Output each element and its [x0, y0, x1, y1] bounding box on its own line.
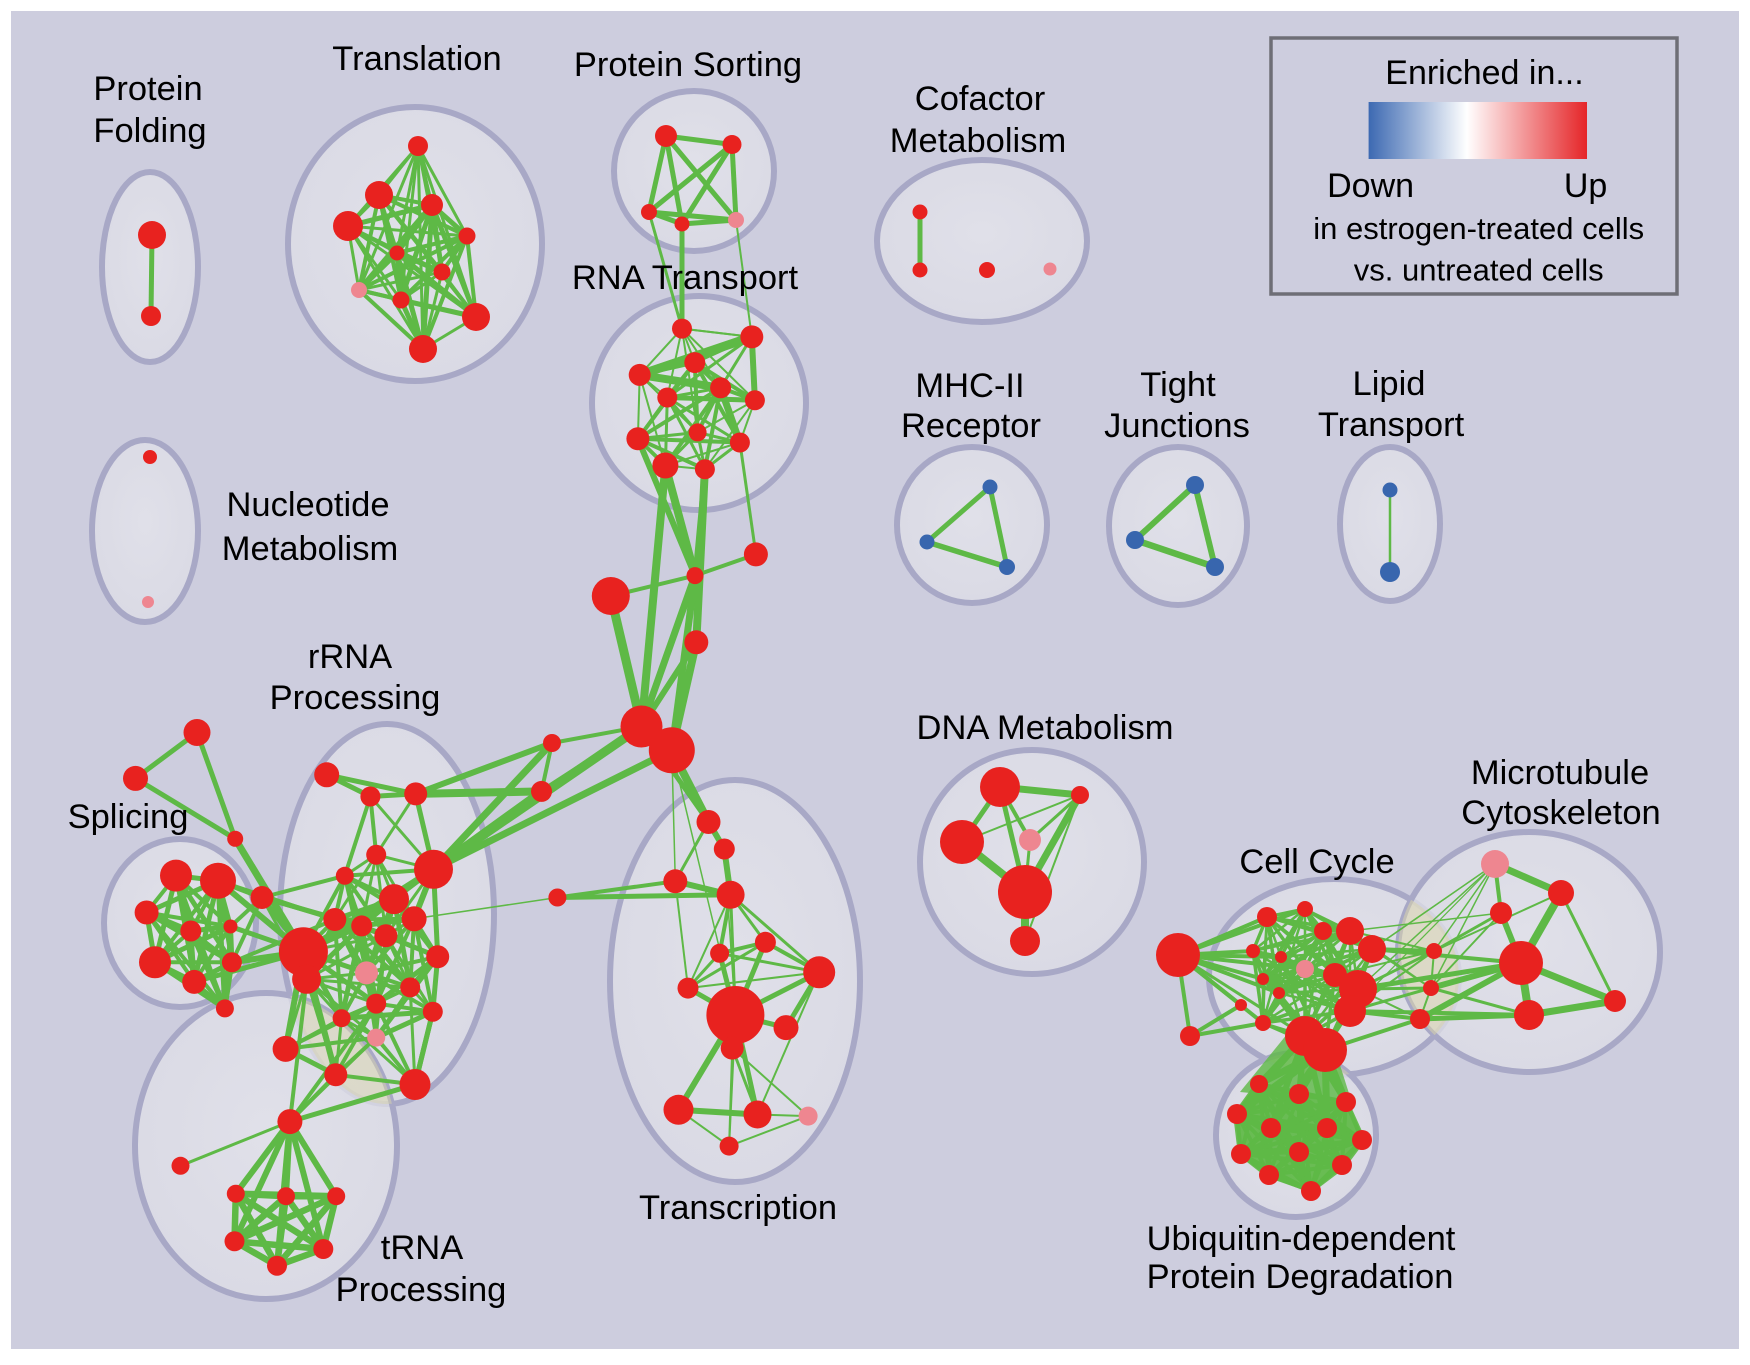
svg-text:Splicing: Splicing	[68, 798, 189, 836]
svg-text:Enriched in...: Enriched in...	[1385, 54, 1583, 92]
svg-text:Metabolism: Metabolism	[890, 122, 1066, 160]
svg-text:Cofactor: Cofactor	[915, 80, 1045, 118]
svg-text:Transcription: Transcription	[639, 1189, 837, 1227]
svg-text:Protein: Protein	[93, 70, 202, 108]
svg-text:RNA Transport: RNA Transport	[572, 259, 799, 297]
svg-text:Metabolism: Metabolism	[222, 530, 398, 568]
svg-text:Nucleotide: Nucleotide	[226, 486, 389, 524]
svg-text:Lipid: Lipid	[1353, 365, 1426, 403]
svg-text:Transport: Transport	[1318, 406, 1465, 444]
svg-text:Protein Sorting: Protein Sorting	[574, 46, 802, 84]
svg-text:in estrogen-treated cells: in estrogen-treated cells	[1313, 211, 1644, 246]
svg-text:Receptor: Receptor	[901, 407, 1041, 445]
svg-text:DNA Metabolism: DNA Metabolism	[917, 709, 1174, 747]
svg-text:tRNA: tRNA	[381, 1229, 463, 1267]
svg-text:Microtubule: Microtubule	[1471, 754, 1649, 792]
svg-text:vs. untreated cells: vs. untreated cells	[1354, 253, 1604, 288]
svg-text:Cell Cycle: Cell Cycle	[1239, 843, 1394, 881]
svg-text:Processing: Processing	[336, 1271, 507, 1309]
svg-text:Processing: Processing	[270, 679, 441, 717]
svg-text:Tight: Tight	[1140, 366, 1216, 404]
svg-text:Cytoskeleton: Cytoskeleton	[1461, 794, 1660, 832]
svg-text:rRNA: rRNA	[308, 638, 392, 676]
svg-text:Junctions: Junctions	[1104, 407, 1250, 445]
svg-text:Ubiquitin-dependent: Ubiquitin-dependent	[1147, 1220, 1456, 1258]
svg-text:Folding: Folding	[93, 112, 206, 150]
svg-text:Up: Up	[1564, 167, 1607, 205]
svg-text:Down: Down	[1327, 167, 1414, 205]
svg-text:Translation: Translation	[332, 40, 501, 78]
svg-text:Protein Degradation: Protein Degradation	[1147, 1258, 1454, 1296]
svg-text:MHC-II: MHC-II	[915, 367, 1024, 405]
